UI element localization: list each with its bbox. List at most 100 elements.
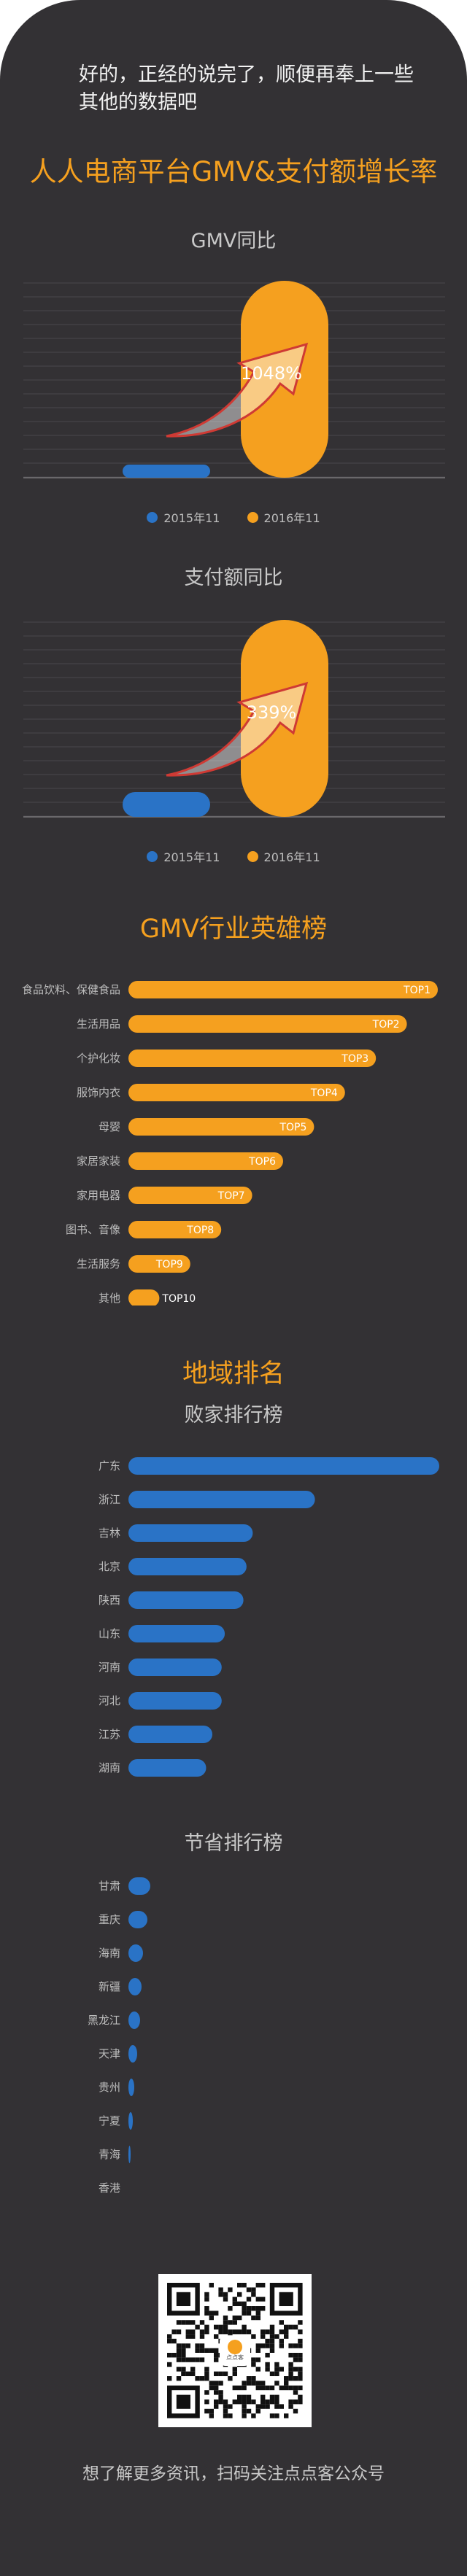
qr-module xyxy=(274,2394,279,2400)
qr-module xyxy=(242,2394,247,2400)
qr-module xyxy=(260,2297,266,2302)
qr-module xyxy=(228,2404,233,2409)
qr-finder-core xyxy=(176,2394,190,2409)
qr-module xyxy=(279,2367,284,2372)
qr-module xyxy=(214,2353,219,2358)
qr-module xyxy=(237,2400,242,2405)
qr-module xyxy=(288,2367,293,2372)
qr-module xyxy=(274,2367,279,2372)
qr-module xyxy=(176,2329,182,2335)
category-label: 湖南 xyxy=(99,1761,120,1774)
qr-module xyxy=(251,2315,256,2321)
qr-module xyxy=(288,2404,293,2409)
bar xyxy=(128,2112,133,2130)
qr-module xyxy=(218,2329,223,2335)
qr-logo-text: 点点客 xyxy=(226,2354,244,2361)
qr-module xyxy=(167,2362,172,2367)
qr-module xyxy=(181,2367,186,2372)
bar xyxy=(128,2079,134,2096)
gmv-chart-title: GMV同比 xyxy=(190,230,277,252)
category-label: 浙江 xyxy=(99,1493,120,1506)
qr-module xyxy=(190,2367,196,2372)
category-label: 北京 xyxy=(99,1560,120,1573)
qr-module xyxy=(293,2324,298,2329)
qr-module xyxy=(209,2385,214,2391)
qr-module xyxy=(251,2306,256,2311)
rank-label: TOP1 xyxy=(403,985,431,996)
qr-module xyxy=(237,2329,242,2335)
bar xyxy=(128,1944,143,1962)
qr-module xyxy=(265,2338,270,2344)
category-label: 生活用品 xyxy=(77,1017,120,1031)
qr-module xyxy=(288,2324,293,2329)
qr-module xyxy=(223,2315,228,2321)
qr-module xyxy=(255,2297,260,2302)
qr-module xyxy=(246,2311,252,2316)
qr-module xyxy=(288,2376,293,2381)
category-label: 生活服务 xyxy=(77,1257,120,1270)
qr-code-pattern xyxy=(167,2283,303,2418)
qr-module xyxy=(214,2311,219,2316)
qr-module xyxy=(223,2292,228,2297)
qr-module xyxy=(218,2324,223,2329)
qr-module xyxy=(242,2413,247,2418)
category-label: 宁夏 xyxy=(99,2114,120,2127)
qr-module xyxy=(265,2362,270,2367)
legend-item-2015: 2015年11 xyxy=(147,847,220,865)
qr-module xyxy=(228,2376,233,2381)
category-label: 天津 xyxy=(99,2047,120,2060)
qr-module xyxy=(195,2324,200,2329)
qr-module xyxy=(255,2315,260,2321)
qr-module xyxy=(284,2385,289,2391)
qr-module xyxy=(171,2329,177,2335)
qr-module xyxy=(176,2343,182,2348)
qr-module xyxy=(223,2400,228,2405)
qr-module xyxy=(214,2357,219,2362)
logo-icon xyxy=(228,2340,242,2354)
payment-comparison-chart: 339% xyxy=(23,620,445,818)
qr-module xyxy=(293,2385,298,2391)
qr-module xyxy=(298,2394,303,2400)
qr-module xyxy=(181,2343,186,2348)
qr-module xyxy=(288,2353,293,2358)
qr-module xyxy=(298,2320,303,2325)
qr-module xyxy=(223,2371,228,2376)
qr-module xyxy=(284,2324,289,2329)
qr-module xyxy=(274,2404,279,2409)
qr-module xyxy=(298,2338,303,2344)
qr-module xyxy=(237,2301,242,2306)
qr-module xyxy=(265,2329,270,2335)
category-label: 山东 xyxy=(99,1627,120,1640)
category-label: 青海 xyxy=(99,2148,120,2161)
bar xyxy=(128,1978,142,1995)
qr-module xyxy=(228,2320,233,2325)
bar-2015 xyxy=(123,465,210,478)
industry-ranking-title: GMV行业英雄榜 xyxy=(139,915,328,944)
rank-label: TOP6 xyxy=(248,1156,276,1168)
orange-dot-icon xyxy=(247,511,258,523)
bar xyxy=(128,2045,137,2063)
qr-module xyxy=(209,2413,214,2418)
qr-module xyxy=(279,2320,284,2325)
qr-module xyxy=(269,2324,275,2329)
qr-module xyxy=(176,2367,182,2372)
qr-module xyxy=(232,2329,237,2335)
blue-dot-icon xyxy=(147,511,158,523)
qr-module xyxy=(251,2334,256,2339)
qr-module xyxy=(298,2400,303,2405)
growth-rate-label: 1048% xyxy=(241,363,302,384)
qr-module xyxy=(293,2390,298,2395)
qr-module xyxy=(237,2315,242,2321)
rank-label: TOP7 xyxy=(217,1190,245,1202)
qr-module xyxy=(293,2343,298,2348)
qr-module xyxy=(199,2320,205,2325)
category-label: 母婴 xyxy=(99,1120,120,1133)
legend-item-2015: 2015年11 xyxy=(147,508,220,526)
bar xyxy=(128,1659,222,1676)
category-label: 广东 xyxy=(99,1459,120,1473)
qr-module xyxy=(269,2343,275,2348)
qr-module xyxy=(298,2385,303,2391)
qr-module xyxy=(214,2400,219,2405)
qr-module xyxy=(228,2413,233,2418)
